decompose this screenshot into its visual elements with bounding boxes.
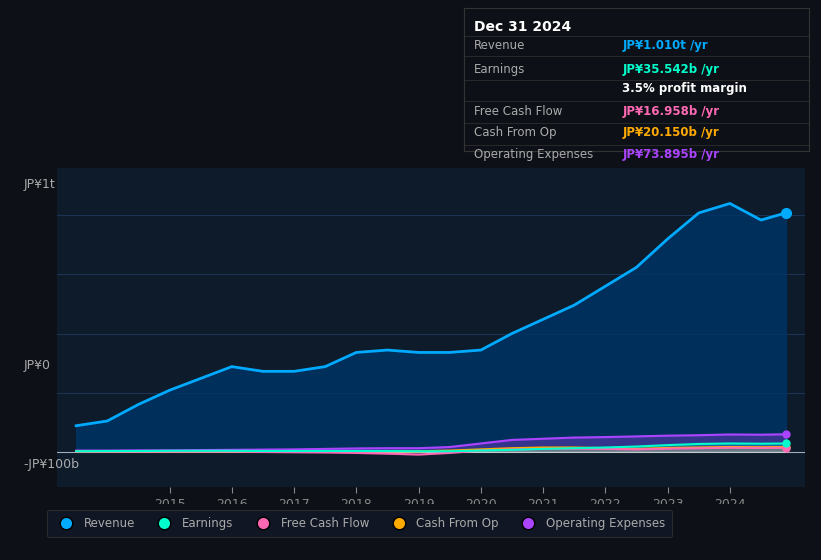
Text: Earnings: Earnings xyxy=(475,63,525,76)
Text: Free Cash Flow: Free Cash Flow xyxy=(475,105,562,118)
Legend: Revenue, Earnings, Free Cash Flow, Cash From Op, Operating Expenses: Revenue, Earnings, Free Cash Flow, Cash … xyxy=(47,510,672,537)
Text: JP¥1.010t /yr: JP¥1.010t /yr xyxy=(622,39,709,52)
Text: Cash From Op: Cash From Op xyxy=(475,126,557,139)
Text: JP¥0: JP¥0 xyxy=(24,360,51,372)
Text: -JP¥100b: -JP¥100b xyxy=(24,458,80,472)
Text: JP¥16.958b /yr: JP¥16.958b /yr xyxy=(622,105,720,118)
Text: Dec 31 2024: Dec 31 2024 xyxy=(475,20,571,34)
Text: JP¥20.150b /yr: JP¥20.150b /yr xyxy=(622,126,719,139)
Text: JP¥35.542b /yr: JP¥35.542b /yr xyxy=(622,63,719,76)
Text: JP¥1t: JP¥1t xyxy=(24,178,56,190)
Text: Operating Expenses: Operating Expenses xyxy=(475,147,594,161)
Text: Revenue: Revenue xyxy=(475,39,525,52)
Text: JP¥73.895b /yr: JP¥73.895b /yr xyxy=(622,147,719,161)
Text: 3.5% profit margin: 3.5% profit margin xyxy=(622,82,747,95)
